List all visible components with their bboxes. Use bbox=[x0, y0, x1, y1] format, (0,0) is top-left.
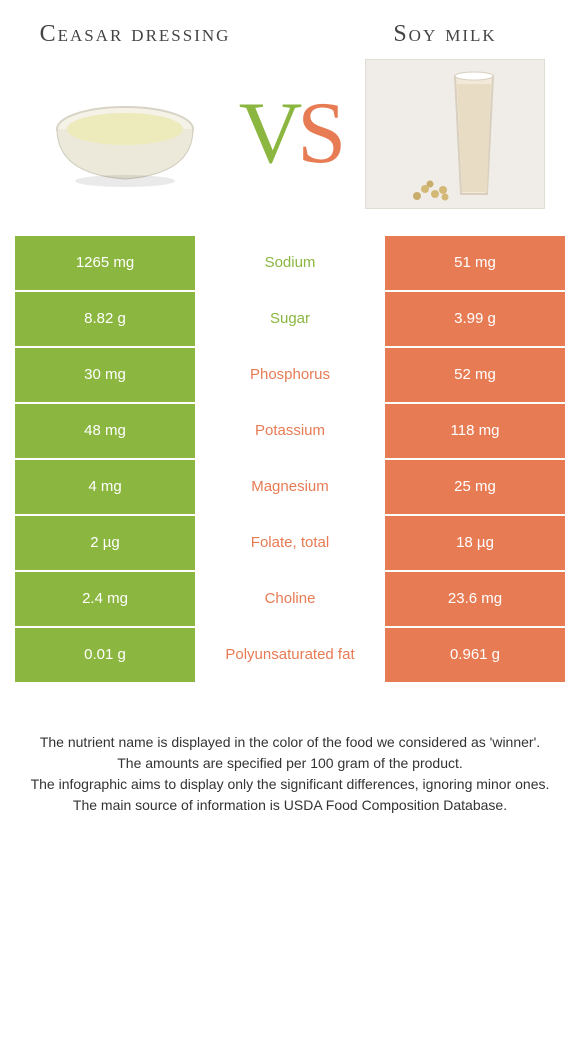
footer-line-1: The nutrient name is displayed in the co… bbox=[25, 732, 555, 753]
food-right-title: Soy milk bbox=[345, 20, 545, 49]
bowl-icon bbox=[45, 79, 205, 189]
vs-v: V bbox=[239, 85, 298, 182]
value-left: 4 mg bbox=[15, 460, 195, 514]
table-row: 8.82 gSugar3.99 g bbox=[15, 290, 565, 346]
table-row: 0.01 gPolyunsaturated fat0.961 g bbox=[15, 626, 565, 682]
comparison-table: 1265 mgSodium51 mg8.82 gSugar3.99 g30 mg… bbox=[15, 234, 565, 682]
table-row: 48 mgPotassium118 mg bbox=[15, 402, 565, 458]
footer-line-2: The amounts are specified per 100 gram o… bbox=[25, 753, 555, 774]
value-right: 3.99 g bbox=[385, 292, 565, 346]
table-row: 4 mgMagnesium25 mg bbox=[15, 458, 565, 514]
value-left: 1265 mg bbox=[15, 236, 195, 290]
value-right: 23.6 mg bbox=[385, 572, 565, 626]
table-row: 2 µgFolate, total18 µg bbox=[15, 514, 565, 570]
nutrient-label: Polyunsaturated fat bbox=[195, 628, 385, 682]
nutrient-label: Potassium bbox=[195, 404, 385, 458]
value-right: 51 mg bbox=[385, 236, 565, 290]
value-left: 0.01 g bbox=[15, 628, 195, 682]
value-right: 25 mg bbox=[385, 460, 565, 514]
value-right: 52 mg bbox=[385, 348, 565, 402]
value-right: 118 mg bbox=[385, 404, 565, 458]
nutrient-label: Sodium bbox=[195, 236, 385, 290]
vs-s: S bbox=[297, 85, 341, 182]
value-left: 30 mg bbox=[15, 348, 195, 402]
nutrient-label: Phosphorus bbox=[195, 348, 385, 402]
value-left: 48 mg bbox=[15, 404, 195, 458]
footer-line-4: The main source of information is USDA F… bbox=[25, 795, 555, 816]
nutrient-label: Magnesium bbox=[195, 460, 385, 514]
nutrient-label: Choline bbox=[195, 572, 385, 626]
table-row: 1265 mgSodium51 mg bbox=[15, 234, 565, 290]
food-left-image bbox=[35, 59, 215, 209]
nutrient-label: Sugar bbox=[195, 292, 385, 346]
value-left: 2.4 mg bbox=[15, 572, 195, 626]
table-row: 2.4 mgCholine23.6 mg bbox=[15, 570, 565, 626]
footer-notes: The nutrient name is displayed in the co… bbox=[15, 732, 565, 816]
glass-icon bbox=[395, 64, 515, 204]
value-right: 18 µg bbox=[385, 516, 565, 570]
food-left-title: Ceasar dressing bbox=[35, 20, 235, 49]
value-left: 8.82 g bbox=[15, 292, 195, 346]
table-row: 30 mgPhosphorus52 mg bbox=[15, 346, 565, 402]
value-left: 2 µg bbox=[15, 516, 195, 570]
value-right: 0.961 g bbox=[385, 628, 565, 682]
nutrient-label: Folate, total bbox=[195, 516, 385, 570]
food-right-image bbox=[365, 59, 545, 209]
vs-label: VS bbox=[239, 83, 342, 184]
footer-line-3: The infographic aims to display only the… bbox=[25, 774, 555, 795]
images-row: VS bbox=[15, 59, 565, 209]
header-row: Ceasar dressing Soy milk bbox=[15, 20, 565, 49]
